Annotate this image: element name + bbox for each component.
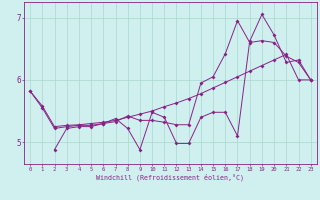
X-axis label: Windchill (Refroidissement éolien,°C): Windchill (Refroidissement éolien,°C) xyxy=(96,173,244,181)
